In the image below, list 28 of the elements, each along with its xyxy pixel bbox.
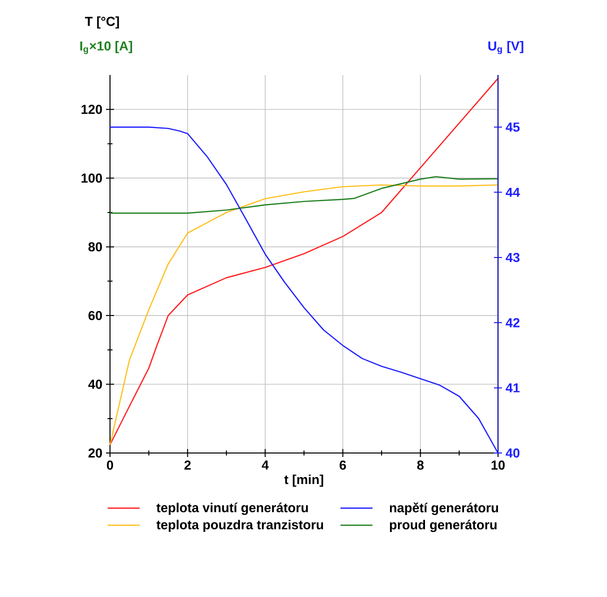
legend-label: teplota pouzdra tranzistoru [156,520,324,532]
y2-tick-label: 40 [506,448,520,458]
y2-axis-title: U$_{g}$ [V] [488,41,524,54]
y2-tick-label: 43 [506,252,520,262]
y-tick-label: 120 [82,104,102,114]
x-tick-label: 8 [417,460,424,470]
legend-label: proud generátoru [390,520,497,532]
legend-label: napětí generátoru [390,502,498,516]
x-axis-title: t [min] [284,474,324,487]
y-tick-label: 40 [88,380,102,389]
y-tick-label: 80 [88,242,102,252]
x-tick-label: 4 [262,460,269,470]
x-tick-label: 6 [340,460,346,470]
line-series [109,184,499,446]
y-tick-label: 60 [88,310,102,320]
legend-label: teplota vinutí generátoru [156,502,308,515]
x-tick-label: 10 [492,460,505,470]
y2-tick-label: 41 [506,383,520,392]
line-series [109,78,499,446]
y-tick-label: 100 [82,173,102,183]
y-axis-title: T [°C] [84,16,119,29]
y2-tick-label: 42 [506,318,520,328]
x-tick-label: 0 [106,460,114,470]
x-tick-label: 2 [184,460,191,470]
y2-tick-label: 45 [506,122,520,132]
y-tick-label: 20 [88,448,102,458]
text: I$_{g}$×10 [A] [80,41,132,54]
y2-tick-label: 44 [506,188,520,197]
